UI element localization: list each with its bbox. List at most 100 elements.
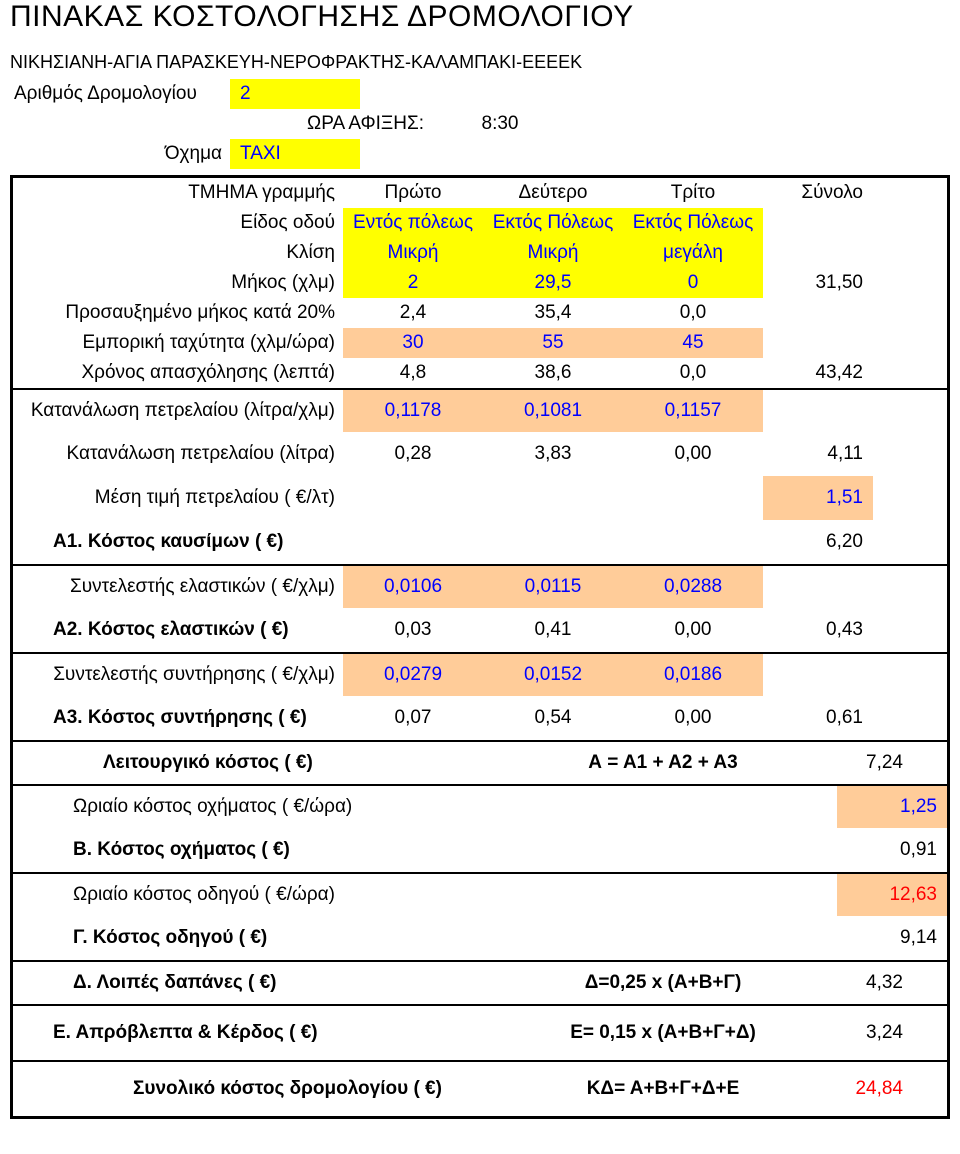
time-c2: 38,6 [483, 358, 623, 388]
speed-c1: 30 [343, 328, 483, 358]
fuelperkm-c1: 0,1178 [343, 390, 483, 432]
route-number-label: Αριθμός Δρομολογίου [10, 79, 230, 109]
opcost-label: Λειτουργικό κόστος ( €) [13, 742, 523, 784]
a3-total: 0,61 [763, 696, 873, 740]
fuellit-c1: 0,28 [343, 432, 483, 476]
slope-c2: Μικρή [483, 238, 623, 268]
fuelprice-row: Μέση τιμή πετρελαίου ( €/λτ) 1,51 [13, 476, 947, 520]
vehhourly-row: Ωριαίο κόστος οχήματος ( €/ώρα) 1,25 [13, 784, 947, 828]
grand-total: 24,84 [803, 1062, 913, 1116]
a1-label: Α1. Κόστος καυσίμων ( €) [13, 520, 343, 564]
c-label: Γ. Κόστος οδηγού ( €) [13, 916, 523, 960]
speed-row: Εμπορική ταχύτητα (χλμ/ώρα) 30 55 45 [13, 328, 947, 358]
slope-row: Κλίση Μικρή Μικρή μεγάλη [13, 238, 947, 268]
d-label: Δ. Λοιπές δαπάνες ( €) [13, 962, 523, 1004]
route-number-value: 2 [230, 79, 360, 109]
slope-c3: μεγάλη [623, 238, 763, 268]
header-c1: Πρώτο [343, 178, 483, 208]
a2-c1: 0,03 [343, 608, 483, 652]
fuelperkm-row: Κατανάλωση πετρελαίου (λίτρα/χλμ) 0,1178… [13, 388, 947, 432]
main-table: ΤΜΗΜΑ γραμμής Πρώτο Δεύτερο Τρίτο Σύνολο… [10, 175, 950, 1119]
a2-row: Α2. Κόστος ελαστικών ( €) 0,03 0,41 0,00… [13, 608, 947, 652]
fuellit-c2: 3,83 [483, 432, 623, 476]
route-number-row: Αριθμός Δρομολογίου 2 [10, 79, 950, 109]
auglength-c3: 0,0 [623, 298, 763, 328]
e-label: Ε. Απρόβλεπτα & Κέρδος ( €) [13, 1006, 523, 1060]
header-section: ΤΜΗΜΑ γραμμής [13, 178, 343, 208]
arrival-time: 8:30 [430, 109, 570, 139]
c-total: 9,14 [837, 916, 947, 960]
tirecoef-label: Συντελεστής ελαστικών ( €/χλμ) [13, 566, 343, 608]
b-label: Β. Κόστος οχήματος ( €) [13, 828, 523, 872]
tirecoef-c2: 0,0115 [483, 566, 623, 608]
time-row: Χρόνος απασχόλησης (λεπτά) 4,8 38,6 0,0 … [13, 358, 947, 388]
b-row: Β. Κόστος οχήματος ( €) 0,91 [13, 828, 947, 872]
length-c3: 0 [623, 268, 763, 298]
arrival-row: ΩΡΑ ΑΦΙΞΗΣ: 8:30 [10, 109, 950, 139]
c-row: Γ. Κόστος οδηγού ( €) 9,14 [13, 916, 947, 960]
a3-row: Α3. Κόστος συντήρησης ( €) 0,07 0,54 0,0… [13, 696, 947, 740]
page-root: ΠΙΝΑΚΑΣ ΚΟΣΤΟΛΟΓΗΣΗΣ ΔΡΟΜΟΛΟΓΙΟΥ ΝΙΚΗΣΙΑ… [0, 0, 960, 1139]
speed-c3: 45 [623, 328, 763, 358]
maintcoef-c1: 0,0279 [343, 654, 483, 696]
fuelperkm-c3: 0,1157 [623, 390, 763, 432]
a2-label: Α2. Κόστος ελαστικών ( €) [13, 608, 343, 652]
a2-c3: 0,00 [623, 608, 763, 652]
a3-label: Α3. Κόστος συντήρησης ( €) [13, 696, 343, 740]
d-row: Δ. Λοιπές δαπάνες ( €) Δ=0,25 x (Α+Β+Γ) … [13, 960, 947, 1004]
a2-total: 0,43 [763, 608, 873, 652]
grand-label: Συνολικό κόστος δρομολογίου ( €) [13, 1062, 523, 1116]
grand-formula: ΚΔ= Α+Β+Γ+Δ+Ε [523, 1062, 803, 1116]
fuellit-c3: 0,00 [623, 432, 763, 476]
d-formula: Δ=0,25 x (Α+Β+Γ) [523, 962, 803, 1004]
header-c2: Δεύτερο [483, 178, 623, 208]
length-row: Μήκος (χλμ) 2 29,5 0 31,50 [13, 268, 947, 298]
length-c1: 2 [343, 268, 483, 298]
roadtype-label: Είδος οδού [13, 208, 343, 238]
time-c1: 4,8 [343, 358, 483, 388]
maintcoef-c3: 0,0186 [623, 654, 763, 696]
a2-c2: 0,41 [483, 608, 623, 652]
roadtype-row: Είδος οδού Εντός πόλεως Εκτός Πόλεως Εκτ… [13, 208, 947, 238]
grand-row: Συνολικό κόστος δρομολογίου ( €) ΚΔ= Α+Β… [13, 1060, 947, 1116]
length-total: 31,50 [763, 268, 873, 298]
roadtype-c3: Εκτός Πόλεως [623, 208, 763, 238]
header-c3: Τρίτο [623, 178, 763, 208]
route-description: ΝΙΚΗΣΙΑΝΗ-ΑΓΙΑ ΠΑΡΑΣΚΕΥΗ-ΝΕΡΟΦΡΑΚΤΗΣ-ΚΑΛ… [10, 52, 950, 73]
time-total: 43,42 [763, 358, 873, 388]
a1-row: Α1. Κόστος καυσίμων ( €) 6,20 [13, 520, 947, 564]
fuellit-label: Κατανάλωση πετρελαίου (λίτρα) [13, 432, 343, 476]
arrival-label: ΩΡΑ ΑΦΙΞΗΣ: [230, 109, 430, 139]
fuelprice-label: Μέση τιμή πετρελαίου ( €/λτ) [13, 476, 343, 520]
header-row: ΤΜΗΜΑ γραμμής Πρώτο Δεύτερο Τρίτο Σύνολο [13, 178, 947, 208]
e-formula: Ε= 0,15 x (Α+Β+Γ+Δ) [523, 1006, 803, 1060]
e-total: 3,24 [803, 1006, 913, 1060]
maintcoef-label: Συντελεστής συντήρησης ( €/χλμ) [13, 654, 343, 696]
opcost-formula: Α = Α1 + Α2 + Α3 [523, 742, 803, 784]
tirecoef-c1: 0,0106 [343, 566, 483, 608]
tirecoef-c3: 0,0288 [623, 566, 763, 608]
speed-c2: 55 [483, 328, 623, 358]
opcost-total: 7,24 [803, 742, 913, 784]
a3-c1: 0,07 [343, 696, 483, 740]
b-total: 0,91 [837, 828, 947, 872]
fuelprice-total: 1,51 [763, 476, 873, 520]
length-c2: 29,5 [483, 268, 623, 298]
d-total: 4,32 [803, 962, 913, 1004]
length-label: Μήκος (χλμ) [13, 268, 343, 298]
speed-label: Εμπορική ταχύτητα (χλμ/ώρα) [13, 328, 343, 358]
maintcoef-c2: 0,0152 [483, 654, 623, 696]
drvhourly-total: 12,63 [837, 874, 947, 916]
vehicle-label: Όχημα [10, 139, 230, 169]
tirecoef-row: Συντελεστής ελαστικών ( €/χλμ) 0,0106 0,… [13, 564, 947, 608]
vehicle-value: TAXI [230, 139, 360, 169]
roadtype-c1: Εντός πόλεως [343, 208, 483, 238]
e-row: Ε. Απρόβλεπτα & Κέρδος ( €) Ε= 0,15 x (Α… [13, 1004, 947, 1060]
vehhourly-total: 1,25 [837, 786, 947, 828]
slope-label: Κλίση [13, 238, 343, 268]
auglength-c1: 2,4 [343, 298, 483, 328]
slope-c1: Μικρή [343, 238, 483, 268]
vehhourly-label: Ωριαίο κόστος οχήματος ( €/ώρα) [13, 786, 523, 828]
opcost-row: Λειτουργικό κόστος ( €) Α = Α1 + Α2 + Α3… [13, 740, 947, 784]
fuelperkm-label: Κατανάλωση πετρελαίου (λίτρα/χλμ) [13, 390, 343, 432]
